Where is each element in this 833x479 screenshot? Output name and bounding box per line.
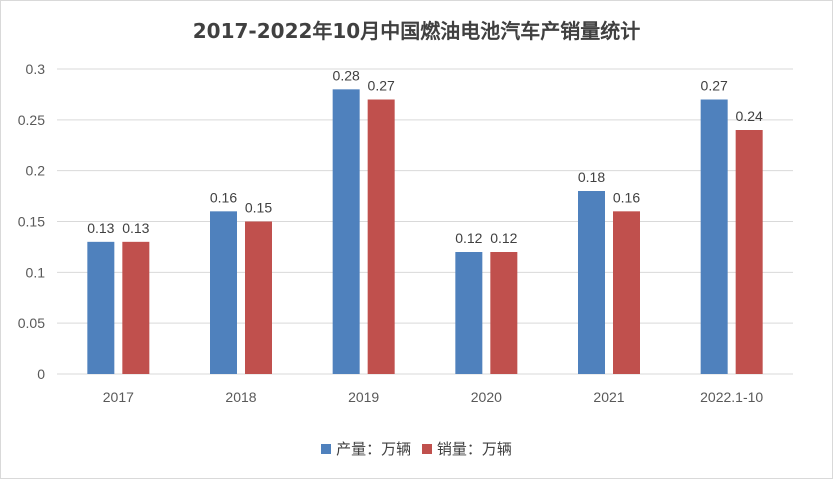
data-label: 0.16 — [613, 189, 640, 205]
x-tick-label: 2022.1-10 — [700, 389, 763, 405]
data-label: 0.12 — [455, 230, 482, 246]
x-tick-label: 2021 — [593, 389, 624, 405]
bar-sales — [613, 211, 640, 374]
data-label: 0.16 — [210, 189, 237, 205]
data-label: 0.24 — [736, 108, 763, 124]
y-tick-label: 0.05 — [18, 315, 45, 331]
y-tick-label: 0.25 — [18, 112, 45, 128]
data-label: 0.28 — [333, 67, 360, 83]
bar-sales — [122, 241, 150, 374]
data-label: 0.27 — [701, 78, 728, 94]
y-tick-label: 0.2 — [26, 163, 46, 179]
bar-production — [455, 252, 483, 374]
data-label: 0.18 — [578, 169, 605, 185]
bar-sales — [735, 130, 763, 374]
data-label: 0.15 — [245, 200, 272, 216]
bar-sales — [367, 99, 395, 374]
x-tick-label: 2018 — [225, 389, 256, 405]
data-label: 0.13 — [87, 220, 114, 236]
bar-production — [210, 211, 237, 374]
legend-item-production: 产量：万辆 — [321, 438, 411, 459]
bar-production — [700, 99, 728, 374]
legend-swatch-production — [321, 443, 332, 454]
bar-production — [578, 191, 605, 374]
data-label: 0.12 — [490, 230, 517, 246]
x-tick-label: 2017 — [103, 389, 134, 405]
y-tick-label: 0.1 — [26, 264, 46, 280]
bar-sales — [490, 252, 518, 374]
bar-production — [87, 241, 115, 374]
x-tick-label: 2019 — [348, 389, 379, 405]
data-label: 0.13 — [122, 220, 149, 236]
legend-swatch-sales — [421, 443, 432, 454]
data-label: 0.27 — [368, 78, 395, 94]
y-tick-label: 0 — [37, 366, 45, 382]
y-tick-label: 0.15 — [18, 214, 45, 230]
x-tick-label: 2020 — [471, 389, 502, 405]
bar-production — [332, 89, 360, 374]
legend: 产量：万辆 销量：万辆 — [1, 438, 832, 459]
chart-title: 2017-2022年10月中国燃油电池汽车产销量统计 — [192, 19, 641, 43]
bar-sales — [245, 221, 272, 374]
legend-label-sales: 销量：万辆 — [436, 440, 512, 458]
y-tick-label: 0.3 — [26, 61, 46, 77]
legend-item-sales: 销量：万辆 — [421, 438, 512, 459]
legend-label-production: 产量：万辆 — [336, 440, 412, 458]
